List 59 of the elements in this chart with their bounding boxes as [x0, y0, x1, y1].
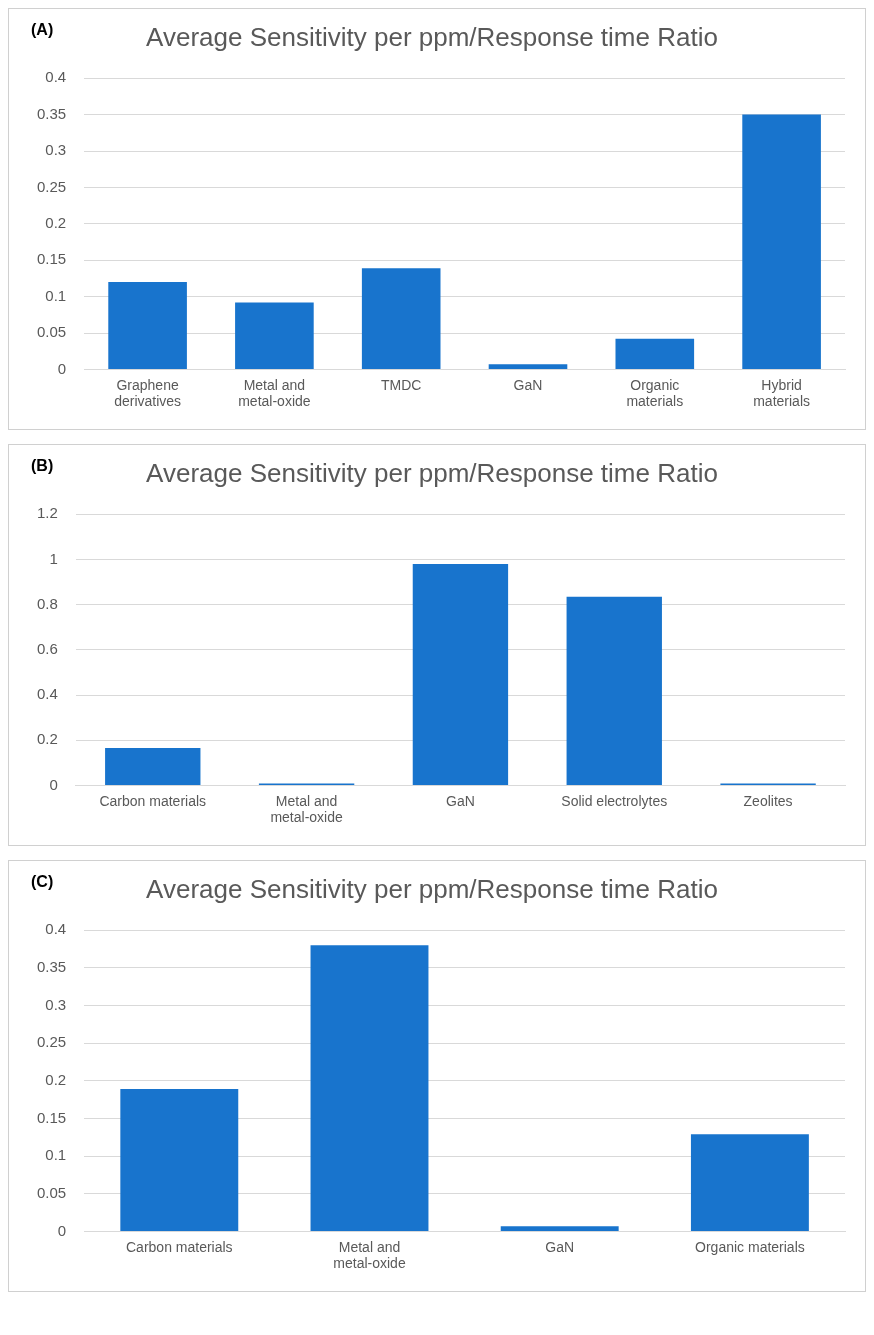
y-tick-label: 0.8: [36, 594, 58, 612]
x-tick-label: Solid electrolytes: [561, 792, 668, 809]
y-tick-label: 0.05: [36, 323, 67, 341]
x-tick-label: Organic materials: [695, 1238, 805, 1255]
x-tick-label: Carbon materials: [125, 1238, 233, 1255]
x-tick-label: GaN: [513, 376, 543, 393]
y-tick-label: 0.35: [36, 957, 67, 975]
text: (A): [31, 21, 54, 39]
bar: [120, 1089, 239, 1231]
bar: [615, 338, 695, 369]
y-tick-label: 0.3: [45, 141, 67, 159]
bar: [235, 302, 314, 369]
y-tick-label: 0.4: [36, 685, 58, 703]
y-tick-label: 0.05: [36, 1183, 67, 1201]
x-tick-label: TMDC: [380, 376, 422, 393]
y-tick-label: 0.25: [36, 1033, 67, 1051]
y-tick-label: 0.3: [45, 995, 67, 1013]
bar: [412, 563, 509, 785]
y-tick-label: 0.35: [36, 104, 67, 122]
y-tick-label: 0: [49, 775, 58, 793]
bar: [105, 748, 201, 785]
chart-title: Average Sensitivity per ppm/Response time Ratio: [146, 873, 718, 904]
y-tick-label: 0.4: [45, 920, 67, 938]
bar: [566, 596, 662, 785]
y-tick-label: 0.2: [36, 730, 58, 748]
x-tick-label: Zeolites: [743, 792, 793, 809]
y-tick-label: 0.1: [45, 1146, 67, 1164]
y-tick-label: 1: [49, 549, 58, 567]
bar: [690, 1134, 809, 1231]
y-tick-label: 0.25: [36, 177, 67, 195]
y-tick-label: 0.4: [45, 68, 67, 86]
y-tick-label: 0.2: [45, 1070, 67, 1088]
x-tick-label: Organic materials: [626, 376, 684, 410]
y-tick-label: 0.15: [36, 250, 67, 268]
bar: [500, 1226, 619, 1231]
bar: [488, 364, 568, 369]
y-tick-label: 0: [57, 359, 67, 377]
x-tick-label: GaN: [545, 1238, 575, 1255]
x-tick-label: Hybrid materials: [753, 376, 810, 410]
y-tick-label: 0.15: [36, 1108, 67, 1126]
text: (C): [31, 873, 54, 891]
x-tick-label: Metal and metal-oxide: [270, 792, 343, 826]
chart-title: Average Sensitivity per ppm/Response time Ratio: [146, 21, 718, 52]
bar: [108, 282, 187, 369]
y-tick-label: 0: [57, 1221, 67, 1239]
x-tick-label: Carbon materials: [99, 792, 207, 809]
text: (B): [31, 457, 54, 475]
bar: [361, 268, 441, 369]
bar: [742, 114, 821, 369]
x-tick-label: Metal and metal-oxide: [238, 376, 311, 410]
y-tick-label: 1.2: [36, 504, 58, 522]
bar: [310, 945, 429, 1231]
y-tick-label: 0.2: [45, 213, 67, 231]
x-tick-label: GaN: [446, 792, 475, 809]
y-tick-label: 0.6: [36, 639, 58, 657]
y-tick-label: 0.1: [45, 286, 67, 304]
x-tick-label: Metal and metal-oxide: [333, 1238, 406, 1272]
x-tick-label: Graphene derivatives: [114, 376, 182, 410]
chart-title: Average Sensitivity per ppm/Response time Ratio: [146, 457, 718, 488]
